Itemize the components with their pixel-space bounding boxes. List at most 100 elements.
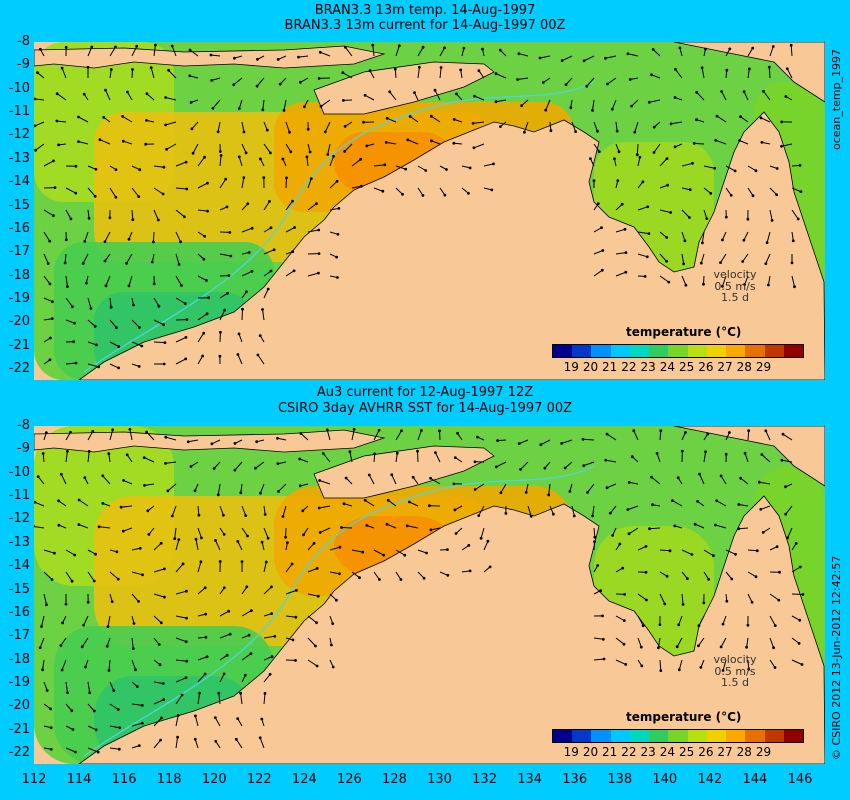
current-arrow (587, 483, 595, 493)
current-arrow (716, 500, 727, 507)
current-arrow-head (210, 79, 214, 82)
current-arrow-head (170, 514, 174, 518)
current-arrow (637, 615, 644, 626)
current-arrow (606, 483, 617, 489)
current-arrow (351, 185, 362, 189)
current-arrow-head (218, 560, 222, 563)
current-arrow-head (597, 150, 601, 153)
current-arrow-head (69, 430, 72, 434)
current-arrow (699, 473, 705, 485)
current-arrow (480, 527, 485, 539)
current-arrow-head (284, 535, 287, 539)
current-arrow (769, 46, 774, 57)
lon-tick: 128 (382, 772, 407, 787)
current-arrow (99, 139, 111, 145)
current-arrow-head (746, 623, 750, 627)
current-arrow-head (739, 476, 743, 480)
current-arrow-head (154, 43, 157, 47)
current-arrow-head (616, 179, 620, 183)
current-arrow (194, 739, 199, 749)
current-arrow-head (445, 168, 448, 171)
current-arrow-head (71, 305, 74, 309)
current-arrow (322, 453, 331, 463)
current-arrow-head (601, 249, 605, 252)
current-arrow-head (263, 513, 267, 516)
panel2-lat-tick: -14 (8, 558, 30, 574)
current-arrow-head (176, 735, 180, 739)
current-arrow (637, 545, 647, 551)
current-arrow (386, 141, 397, 145)
current-arrow (240, 693, 243, 705)
current-arrow (593, 227, 602, 233)
current-arrow (605, 55, 617, 59)
current-arrow (615, 252, 626, 255)
current-arrow-head (563, 466, 567, 470)
current-arrow (241, 610, 252, 617)
current-arrow-head (111, 428, 115, 432)
current-arrow-head (791, 239, 795, 243)
current-arrow-head (317, 271, 320, 275)
current-arrow-head (606, 82, 609, 86)
current-arrow-head (697, 644, 700, 648)
lon-tick: 118 (156, 772, 182, 787)
current-arrow-head (760, 453, 764, 456)
current-arrow (262, 99, 265, 110)
current-arrow-head (797, 642, 801, 645)
current-arrow (747, 659, 750, 670)
current-arrow (60, 474, 67, 485)
current-arrow-head (246, 202, 250, 206)
current-arrow (307, 659, 318, 667)
current-arrow (394, 69, 397, 79)
current-arrow-head (519, 468, 522, 471)
current-arrow-head (600, 268, 604, 272)
panel1-colorbar-segment (726, 345, 746, 357)
current-arrow-head (86, 600, 90, 604)
current-arrow-head (477, 69, 481, 73)
current-arrow-head (721, 622, 725, 626)
panel2-colorbar-tick: 27 (717, 745, 733, 759)
current-arrow-head (344, 476, 348, 480)
current-arrow-head (585, 84, 589, 88)
current-arrow-head (453, 508, 457, 512)
current-arrow-head (494, 72, 498, 76)
current-arrow-head (604, 56, 607, 60)
current-arrow-head (55, 92, 59, 96)
current-arrow (368, 474, 375, 485)
current-arrow (238, 156, 243, 167)
panel1-velocity-label: velocity (713, 268, 757, 281)
current-arrow-head (745, 645, 748, 649)
panel2-colorbar-segment (783, 730, 804, 742)
current-arrow-head (202, 257, 206, 261)
panel1-colorbar-segment (764, 345, 784, 357)
current-arrow-head (596, 564, 600, 567)
current-arrow-head (467, 191, 470, 195)
current-arrow-head (468, 166, 472, 170)
current-arrow (78, 141, 89, 145)
current-arrow-head (699, 666, 703, 669)
current-arrow-head (245, 585, 249, 589)
current-arrow (104, 253, 111, 262)
current-arrow-head (734, 552, 737, 556)
current-arrow-head (517, 52, 521, 56)
current-arrow (165, 461, 177, 464)
current-arrow-head (454, 532, 458, 535)
current-arrow (307, 637, 316, 647)
current-arrow-head (127, 284, 131, 288)
panel2-nusa-tenggara (34, 429, 386, 453)
current-arrow-head (319, 104, 323, 108)
current-arrow-head (48, 358, 52, 362)
current-arrow-head (162, 362, 166, 366)
current-arrow-head (261, 108, 265, 112)
current-arrow-head (288, 130, 291, 134)
current-arrow (431, 115, 441, 123)
current-arrow-head (239, 691, 243, 695)
current-arrow (395, 571, 402, 580)
current-arrow (146, 431, 155, 441)
current-arrow (65, 362, 77, 365)
current-arrow-head (443, 46, 446, 50)
current-arrow-head (157, 304, 161, 308)
current-arrow (561, 55, 573, 62)
current-arrow-head (273, 634, 277, 638)
current-arrow (43, 209, 54, 217)
current-arrow-head (277, 490, 280, 493)
